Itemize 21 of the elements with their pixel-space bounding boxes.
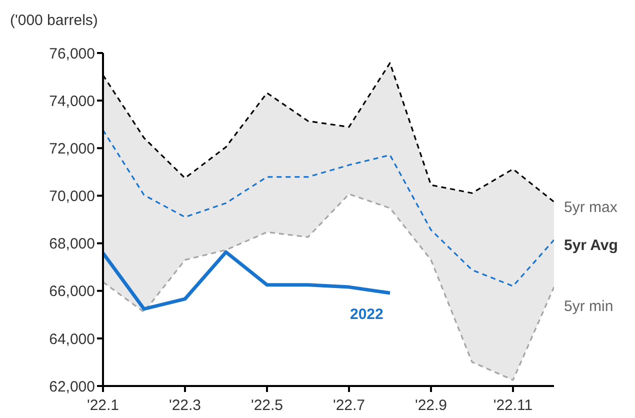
- series-label: 5yr min: [564, 298, 614, 316]
- y-tick-label: 70,000: [49, 188, 95, 206]
- x-tick-label: '22.11: [493, 397, 533, 414]
- y-tick-label: 64,000: [49, 330, 95, 348]
- line-series: [103, 129, 554, 287]
- y-tick-label: 72,000: [49, 140, 95, 158]
- y-tick-label: 76,000: [49, 45, 95, 62]
- line-series: [103, 193, 554, 381]
- y-tick-label: 74,000: [49, 92, 95, 110]
- y-tick-label: 62,000: [49, 378, 95, 396]
- x-tick-label: '22.9: [414, 397, 448, 414]
- x-tick-label: '22.5: [250, 397, 284, 414]
- y-axis-title: ('000 barrels): [10, 12, 98, 29]
- x-tick-label: '22.7: [332, 397, 366, 414]
- x-tick-label: '22.1: [86, 397, 120, 414]
- series-label: 5yr Avg: [564, 236, 618, 254]
- series-label: 5yr max: [564, 198, 618, 216]
- series-label: 2022: [350, 306, 384, 323]
- y-tick-label: 66,000: [49, 283, 95, 300]
- x-tick-label: '22.3: [168, 397, 202, 414]
- y-tick-label: 68,000: [49, 236, 95, 253]
